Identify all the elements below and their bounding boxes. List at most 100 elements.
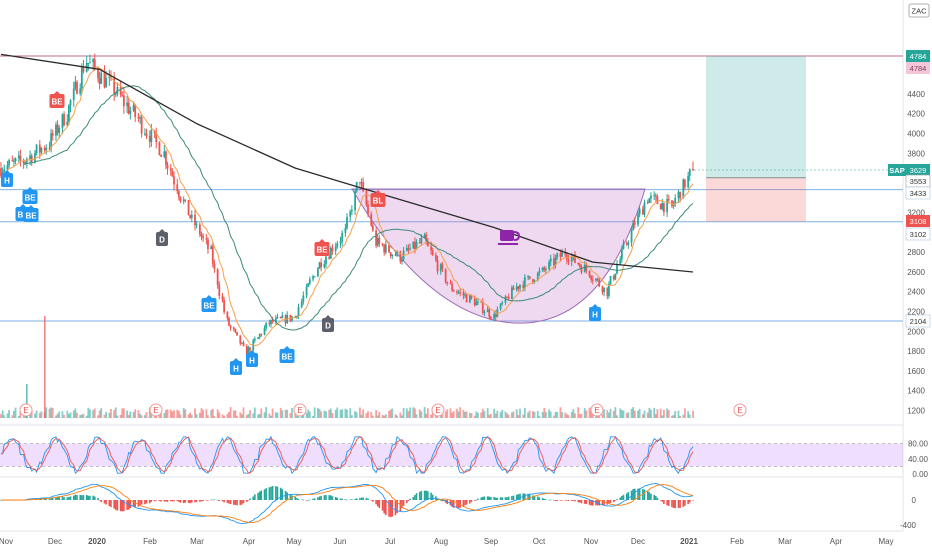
candle[interactable]: [305, 283, 308, 299]
earnings-marker[interactable]: E: [590, 403, 604, 417]
candle[interactable]: [504, 294, 507, 305]
candle[interactable]: [501, 300, 504, 306]
candle[interactable]: [221, 293, 224, 303]
candle[interactable]: [577, 262, 580, 266]
candle[interactable]: [436, 255, 439, 275]
candle[interactable]: [34, 150, 36, 164]
candle[interactable]: [659, 203, 662, 210]
candle[interactable]: [89, 54, 91, 64]
candle[interactable]: [614, 273, 617, 281]
candle[interactable]: [418, 238, 421, 244]
candle[interactable]: [79, 83, 82, 96]
candle[interactable]: [87, 62, 90, 71]
candle[interactable]: [56, 120, 59, 136]
candle[interactable]: [451, 281, 453, 293]
candle[interactable]: [234, 328, 237, 334]
candle[interactable]: [627, 240, 630, 249]
candle[interactable]: [365, 188, 368, 207]
candle[interactable]: [145, 128, 148, 140]
price-badge[interactable]: 4784: [906, 50, 930, 62]
candle[interactable]: [281, 311, 284, 319]
candle[interactable]: [488, 307, 491, 320]
candle[interactable]: [375, 227, 378, 249]
candle[interactable]: [323, 260, 326, 269]
candle[interactable]: [499, 303, 502, 311]
candle[interactable]: [354, 188, 356, 215]
earnings-marker[interactable]: E: [149, 403, 163, 417]
candle[interactable]: [350, 205, 353, 216]
candle[interactable]: [619, 256, 622, 266]
candle[interactable]: [677, 189, 680, 204]
candle[interactable]: [603, 287, 605, 297]
candle[interactable]: [17, 151, 20, 163]
candle[interactable]: [160, 154, 162, 157]
candle[interactable]: [662, 202, 665, 217]
candle[interactable]: [80, 63, 83, 94]
candle[interactable]: [226, 311, 229, 321]
candle[interactable]: [25, 157, 28, 169]
candle[interactable]: [257, 337, 259, 339]
candle[interactable]: [538, 267, 541, 277]
candle[interactable]: [236, 332, 238, 336]
candle[interactable]: [241, 342, 243, 345]
candle[interactable]: [320, 258, 323, 272]
candle[interactable]: [35, 144, 38, 156]
candle[interactable]: [258, 333, 261, 340]
candle[interactable]: [51, 129, 54, 141]
earnings-marker[interactable]: E: [431, 403, 445, 417]
candle[interactable]: [692, 161, 694, 172]
candle[interactable]: [346, 213, 348, 230]
candle[interactable]: [218, 281, 221, 300]
candle[interactable]: [666, 193, 669, 217]
candle[interactable]: [253, 336, 256, 343]
candle[interactable]: [384, 241, 387, 255]
candle[interactable]: [496, 306, 499, 318]
candle[interactable]: [76, 79, 78, 95]
candle[interactable]: [334, 242, 337, 256]
event-badge[interactable]: H: [589, 304, 601, 321]
candle[interactable]: [591, 275, 594, 285]
candle[interactable]: [200, 231, 203, 241]
candle[interactable]: [515, 282, 518, 292]
candle[interactable]: [249, 346, 251, 353]
event-badge[interactable]: H: [1, 170, 13, 187]
event-badge[interactable]: D: [322, 315, 334, 332]
candle[interactable]: [401, 256, 403, 265]
candle[interactable]: [646, 199, 649, 205]
candle[interactable]: [137, 112, 140, 123]
candle[interactable]: [507, 293, 510, 301]
event-badge[interactable]: D: [156, 229, 168, 246]
candle[interactable]: [359, 181, 361, 187]
candle[interactable]: [638, 206, 641, 218]
candle[interactable]: [189, 214, 192, 220]
candle[interactable]: [362, 177, 365, 193]
candle[interactable]: [165, 150, 167, 170]
candle[interactable]: [527, 274, 529, 281]
candle[interactable]: [121, 91, 124, 97]
event-badge[interactable]: BE: [49, 91, 65, 108]
candle[interactable]: [300, 298, 303, 309]
candle[interactable]: [637, 209, 639, 227]
candle[interactable]: [590, 274, 593, 283]
candle[interactable]: [213, 259, 216, 273]
candle[interactable]: [134, 103, 137, 122]
candle[interactable]: [511, 285, 513, 300]
candle[interactable]: [595, 277, 597, 283]
candle[interactable]: [184, 199, 187, 203]
candle[interactable]: [182, 196, 185, 205]
price-badge[interactable]: 3108: [906, 215, 930, 227]
candle[interactable]: [643, 199, 646, 217]
candle[interactable]: [687, 171, 690, 190]
candle[interactable]: [544, 266, 547, 274]
candle[interactable]: [268, 319, 271, 327]
candle[interactable]: [143, 128, 146, 136]
candle[interactable]: [489, 315, 492, 321]
candle[interactable]: [632, 219, 635, 231]
candle[interactable]: [391, 254, 394, 260]
candle[interactable]: [211, 242, 214, 268]
candle[interactable]: [260, 333, 263, 337]
candle[interactable]: [122, 87, 125, 114]
candle[interactable]: [239, 335, 242, 346]
candle[interactable]: [641, 205, 644, 215]
